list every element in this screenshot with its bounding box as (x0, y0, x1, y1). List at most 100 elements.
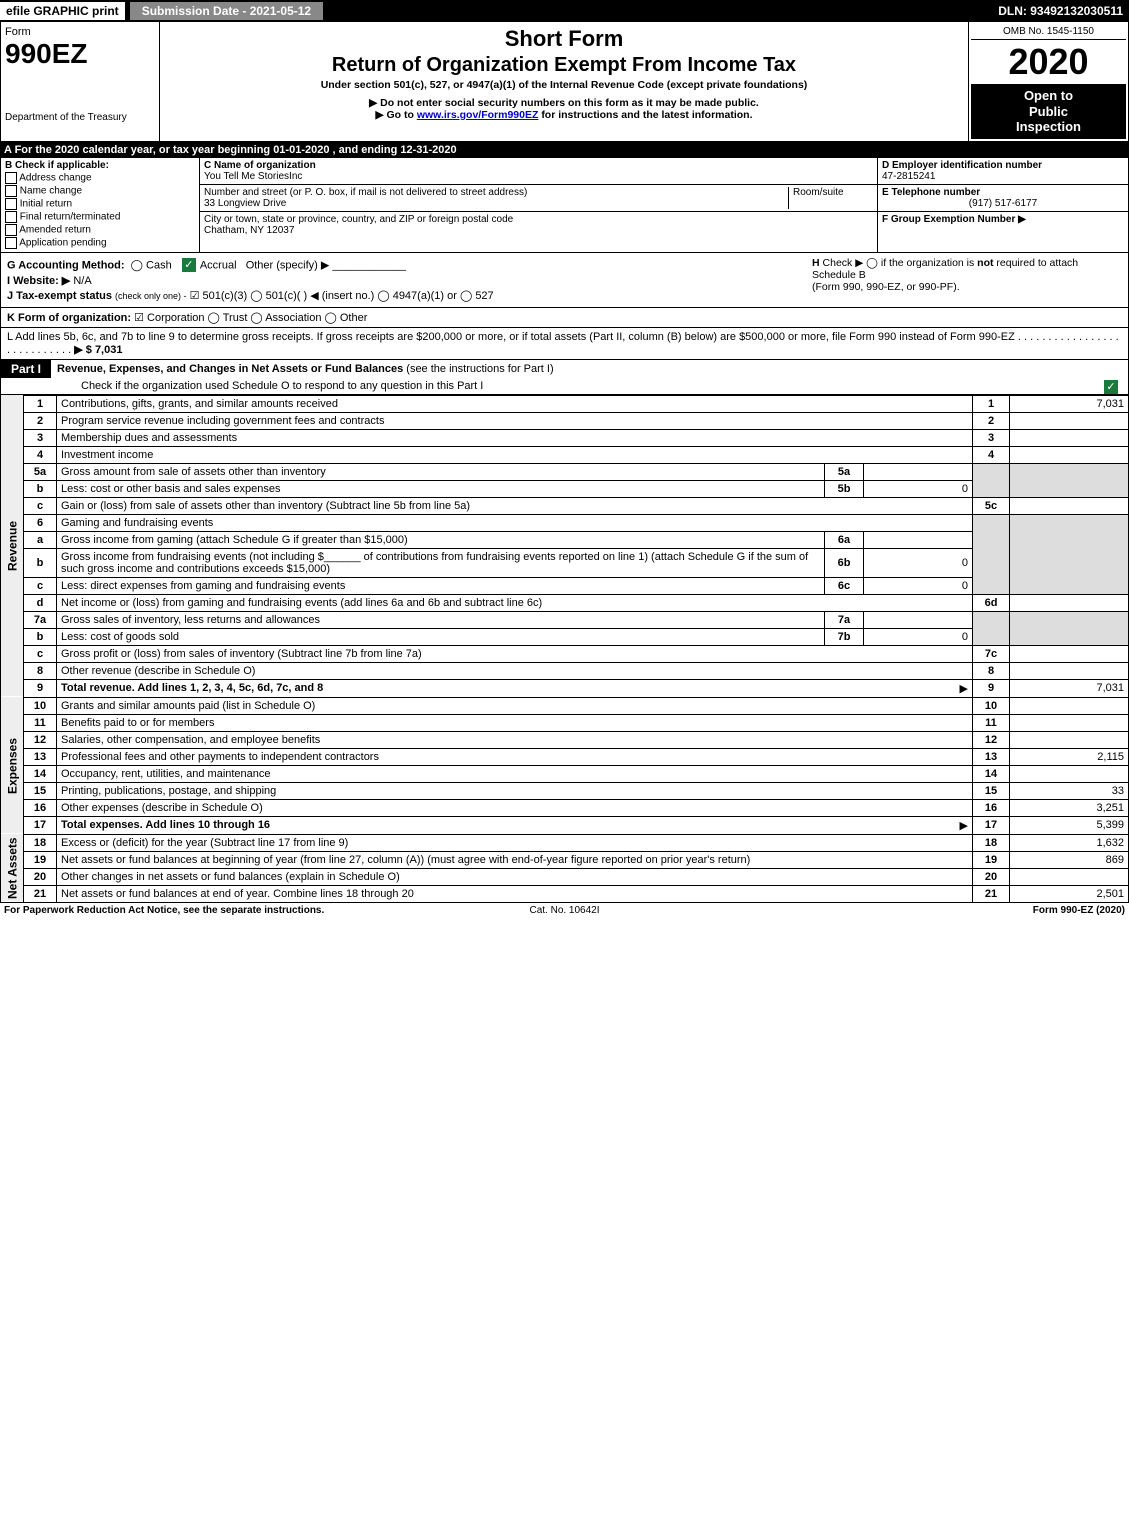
line-21-box: 21 (973, 885, 1010, 902)
line-5c-amount (1010, 497, 1129, 514)
footer-right: Form 990-EZ (2020) (1033, 905, 1125, 916)
line-21-amount: 2,501 (1010, 885, 1129, 902)
instructions-link[interactable]: www.irs.gov/Form990EZ (417, 109, 539, 121)
line-13-text: Professional fees and other payments to … (57, 748, 973, 765)
line-2-text: Program service revenue including govern… (57, 412, 973, 429)
form-number: 990EZ (5, 38, 155, 70)
line-17-no: 17 (24, 816, 57, 834)
cb-amended-return[interactable]: Amended return (5, 224, 195, 236)
city-value: Chatham, NY 12037 (204, 225, 873, 236)
line-8-no: 8 (24, 662, 57, 679)
cb-initial-return[interactable]: Initial return (5, 198, 195, 210)
line-14-no: 14 (24, 765, 57, 782)
cb-final-return[interactable]: Final return/terminated (5, 211, 195, 223)
part-1-label: Part I (1, 360, 51, 378)
line-2-amount (1010, 412, 1129, 429)
h-text-1: Check ▶ ◯ if the organization is (823, 257, 978, 269)
k-label: K Form of organization: (7, 312, 131, 324)
i-label: I Website: ▶ (7, 275, 70, 287)
city-block: City or town, state or province, country… (200, 212, 877, 238)
line-6b-text: Gross income from fundraising events (no… (57, 548, 825, 577)
line-7a-midamt (864, 611, 973, 628)
line-5a-no: 5a (24, 463, 57, 480)
line-17-text: Total expenses. Add lines 10 through 16 … (57, 816, 973, 834)
line-15-box: 15 (973, 782, 1010, 799)
grey-cell (973, 463, 1010, 497)
info-left: G Accounting Method: ◯ Cash ✓Accrual Oth… (7, 257, 812, 303)
line-1-amount: 7,031 (1010, 395, 1129, 412)
street-label: Number and street (or P. O. box, if mail… (204, 187, 788, 198)
website-value: N/A (73, 275, 91, 287)
header-center: Short Form Return of Organization Exempt… (160, 22, 968, 141)
line-5b-mid: 5b (825, 480, 864, 497)
line-21-no: 21 (24, 885, 57, 902)
department-label: Department of the Treasury (5, 112, 155, 123)
line-7c-text: Gross profit or (loss) from sales of inv… (57, 645, 973, 662)
line-6-no: 6 (24, 514, 57, 531)
line-9-no: 9 (24, 679, 57, 697)
line-18-no: 18 (24, 834, 57, 851)
group-exemption-block: F Group Exemption Number ▶ (878, 212, 1128, 227)
box-d-e-f: D Employer identification number 47-2815… (877, 158, 1128, 252)
line-9-text: Total revenue. Add lines 1, 2, 3, 4, 5c,… (57, 679, 973, 697)
line-6d-no: d (24, 594, 57, 611)
g-label: G Accounting Method: (7, 259, 125, 271)
line-4-no: 4 (24, 446, 57, 463)
line-3-amount (1010, 429, 1129, 446)
line-19-amount: 869 (1010, 851, 1129, 868)
c-label: C Name of organization (204, 160, 873, 171)
line-5a-mid: 5a (825, 463, 864, 480)
line-6b-mid: 6b (825, 548, 864, 577)
line-1-box: 1 (973, 395, 1010, 412)
line-20-amount (1010, 868, 1129, 885)
h-not: not (977, 257, 993, 269)
line-7a-mid: 7a (825, 611, 864, 628)
line-15-no: 15 (24, 782, 57, 799)
street-value: 33 Longview Drive (204, 198, 788, 209)
k-opts: ☑ Corporation ◯ Trust ◯ Association ◯ Ot… (134, 312, 367, 324)
ein-value: 47-2815241 (882, 171, 1124, 182)
page-footer: For Paperwork Reduction Act Notice, see … (0, 903, 1129, 918)
line-7b-mid: 7b (825, 628, 864, 645)
j-opts: ☑ 501(c)(3) ◯ 501(c)( ) ◀ (insert no.) ◯… (190, 290, 494, 302)
grey-cell (1010, 611, 1129, 645)
line-6a-mid: 6a (825, 531, 864, 548)
open-line-2: Public (973, 104, 1124, 120)
line-18-amount: 1,632 (1010, 834, 1129, 851)
checkbox-checked-icon: ✓ (182, 258, 196, 272)
grey-cell (973, 611, 1010, 645)
line-8-amount (1010, 662, 1129, 679)
line-12-box: 12 (973, 731, 1010, 748)
line-5b-text: Less: cost or other basis and sales expe… (57, 480, 825, 497)
line-17-amount: 5,399 (1010, 816, 1129, 834)
org-name-block: C Name of organization You Tell Me Stori… (200, 158, 877, 185)
line-15-amount: 33 (1010, 782, 1129, 799)
schedule-o-check-icon: ✓ (1104, 380, 1118, 394)
line-12-no: 12 (24, 731, 57, 748)
line-7b-midamt: 0 (864, 628, 973, 645)
line-12-amount (1010, 731, 1129, 748)
grey-cell (973, 514, 1010, 594)
line-18-text: Excess or (deficit) for the year (Subtra… (57, 834, 973, 851)
line-1-no: 1 (24, 395, 57, 412)
line-14-box: 14 (973, 765, 1010, 782)
cb-address-change[interactable]: Address change (5, 172, 195, 184)
line-11-amount (1010, 714, 1129, 731)
line-6c-text: Less: direct expenses from gaming and fu… (57, 577, 825, 594)
line-6d-text: Net income or (loss) from gaming and fun… (57, 594, 973, 611)
line-6a-midamt (864, 531, 973, 548)
cb-application-pending[interactable]: Application pending (5, 237, 195, 249)
main-title: Return of Organization Exempt From Incom… (168, 54, 960, 77)
footer-left: For Paperwork Reduction Act Notice, see … (4, 905, 324, 916)
line-16-box: 16 (973, 799, 1010, 816)
line-9-amount: 7,031 (1010, 679, 1129, 697)
line-j: J Tax-exempt status (check only one) - ☑… (7, 288, 812, 303)
subtitle-2: ▶ Do not enter social security numbers o… (168, 97, 960, 109)
line-7b-text: Less: cost of goods sold (57, 628, 825, 645)
line-10-text: Grants and similar amounts paid (list in… (57, 697, 973, 714)
line-i: I Website: ▶ N/A (7, 273, 812, 288)
street-block: Number and street (or P. O. box, if mail… (200, 185, 877, 212)
line-6c-mid: 6c (825, 577, 864, 594)
short-form-title: Short Form (168, 26, 960, 52)
cb-name-change[interactable]: Name change (5, 185, 195, 197)
